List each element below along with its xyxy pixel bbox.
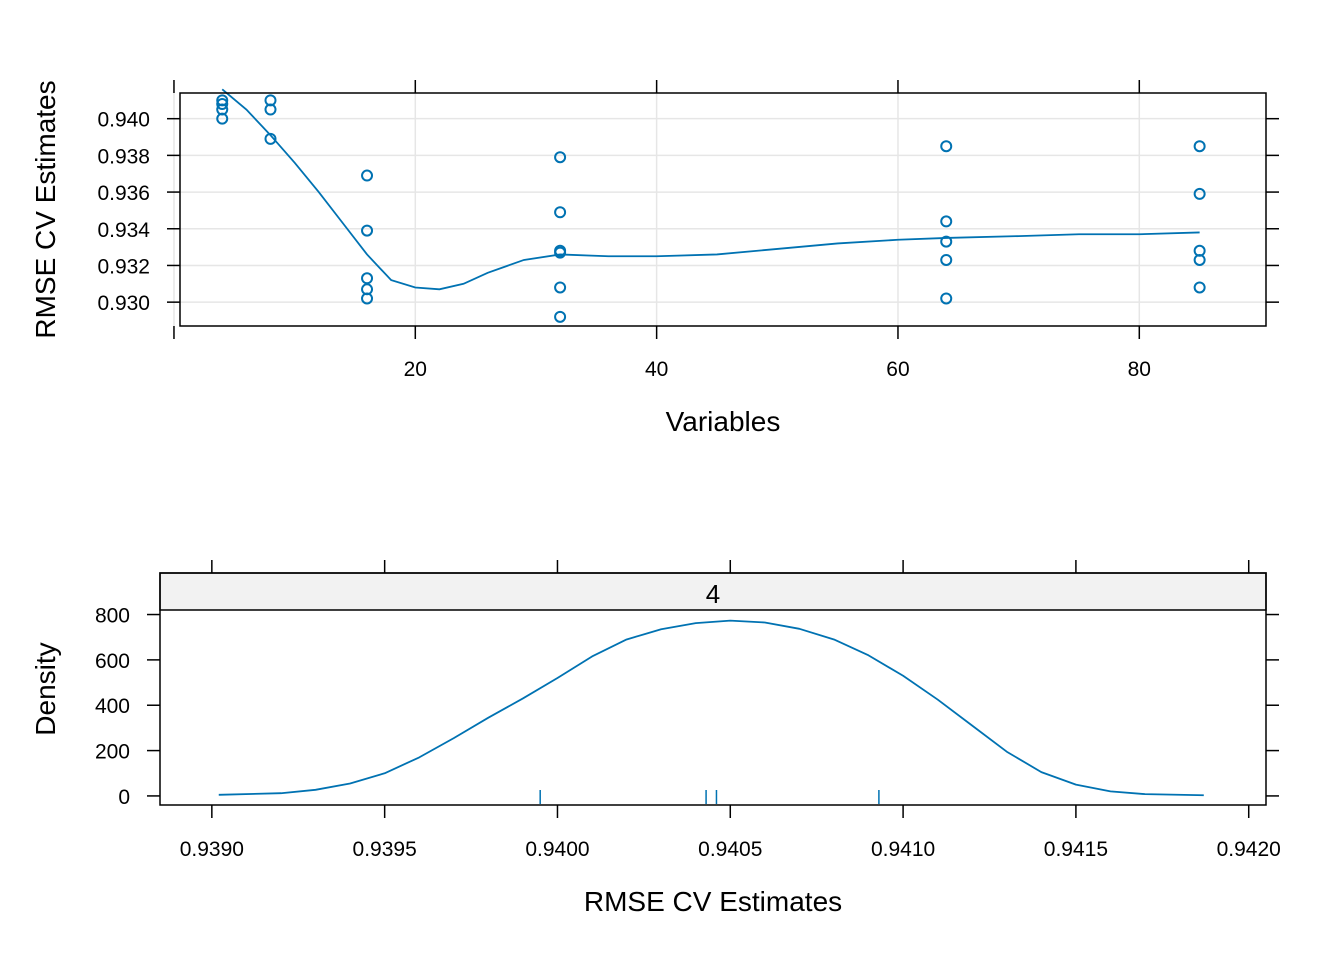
density-curve xyxy=(218,619,1204,797)
x-tick-label: 20 xyxy=(404,358,427,381)
data-point xyxy=(554,310,567,323)
density-curve-layer xyxy=(218,619,1204,797)
y-tick-label: 0.938 xyxy=(97,145,150,168)
axis-ticks xyxy=(167,80,1279,339)
data-point xyxy=(554,206,567,219)
x-tick-labels: 0.9390 0.9395 0.9400 0.9405 0.9410 0.9415 0.94… xyxy=(180,838,1281,861)
panel-frame xyxy=(159,572,1267,806)
data-point xyxy=(216,112,229,125)
x-tick-label: 80 xyxy=(1128,358,1151,381)
data-point xyxy=(361,272,374,285)
strip-label: 4 xyxy=(706,579,720,609)
y-tick-label: 0 xyxy=(118,786,130,809)
data-point xyxy=(1193,187,1206,200)
data-point xyxy=(554,246,567,259)
smooth-line-layer xyxy=(221,88,1200,291)
x-tick-label: 40 xyxy=(645,358,668,381)
panel-frame xyxy=(179,92,1267,327)
panel-density: 4 0.9390 0.9395 0.9400 0.9405 0.9410 0.9415 0.… xyxy=(30,560,1281,917)
data-point xyxy=(940,140,953,153)
data-point xyxy=(1193,140,1206,153)
y-tick-label: 200 xyxy=(95,741,130,764)
y-tick-labels: 0.930 0.932 0.934 0.936 0.938 0.940 xyxy=(97,109,150,315)
y-tick-label: 600 xyxy=(95,650,130,673)
grid-lines xyxy=(173,93,1266,326)
y-axis-title: Density xyxy=(30,642,61,735)
data-point xyxy=(264,132,277,145)
rug-layer xyxy=(539,790,880,804)
x-tick-label: 0.9410 xyxy=(871,838,935,861)
data-point xyxy=(554,281,567,294)
y-tick-label: 0.930 xyxy=(97,292,150,315)
data-point xyxy=(361,224,374,237)
data-point xyxy=(1193,253,1206,266)
x-tick-label: 0.9420 xyxy=(1217,838,1281,861)
strip-header xyxy=(159,572,1267,611)
x-tick-label: 60 xyxy=(886,358,909,381)
x-tick-labels: 20 40 60 80 xyxy=(404,358,1151,381)
data-point xyxy=(940,292,953,305)
y-tick-labels: 0 200 400 600 800 xyxy=(95,605,130,809)
points-layer xyxy=(216,94,1206,323)
y-tick-label: 0.934 xyxy=(97,219,150,242)
y-tick-label: 0.932 xyxy=(97,255,150,278)
x-tick-label: 0.9395 xyxy=(353,838,417,861)
data-point xyxy=(1193,281,1206,294)
panel-variables-vs-rmse: 20 40 60 80 0.9300.9320.9340.9360.9380.940 … xyxy=(30,80,1279,437)
data-point xyxy=(361,169,374,182)
x-axis-title: RMSE CV Estimates xyxy=(584,886,842,917)
x-tick-label: 0.9415 xyxy=(1044,838,1108,861)
y-tick-label: 400 xyxy=(95,695,130,718)
y-axis-title: RMSE CV Estimates xyxy=(30,80,61,338)
data-point xyxy=(940,253,953,266)
x-tick-label: 0.9390 xyxy=(180,838,244,861)
smooth-line xyxy=(221,88,1200,291)
data-point xyxy=(940,215,953,228)
x-tick-label: 0.9400 xyxy=(525,838,589,861)
data-point xyxy=(940,235,953,248)
data-point xyxy=(264,103,277,116)
x-axis-title: Variables xyxy=(666,406,781,437)
y-tick-label: 800 xyxy=(95,605,130,628)
y-tick-label: 0.936 xyxy=(97,182,150,205)
data-point xyxy=(361,292,374,305)
x-tick-label: 0.9405 xyxy=(698,838,762,861)
y-tick-label: 0.940 xyxy=(97,109,150,132)
axis-ticks xyxy=(147,560,1279,818)
data-point xyxy=(554,151,567,164)
data-point xyxy=(216,98,229,111)
